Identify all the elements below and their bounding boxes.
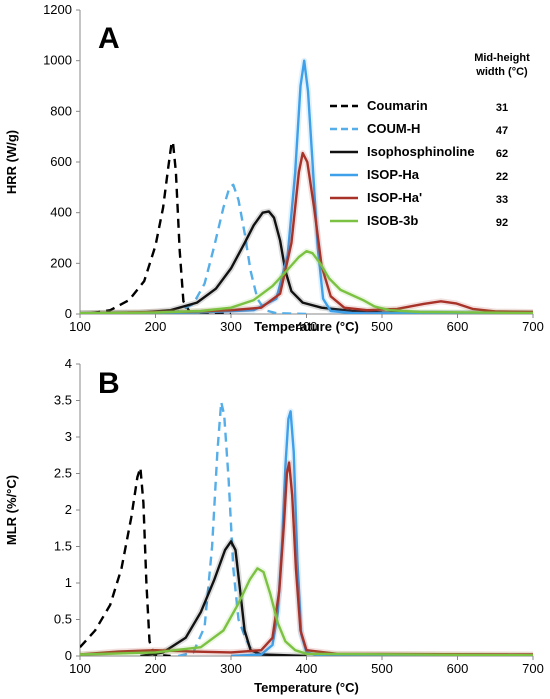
- y-tick-label: 200: [50, 255, 72, 270]
- x-tick-label: 400: [296, 661, 318, 676]
- width-header-line-2: width (°C): [475, 66, 528, 78]
- y-tick-label: 400: [50, 205, 72, 220]
- y-tick-label: 3: [65, 429, 72, 444]
- panel-a: 0 200 400 600 800 1000 1200 100 200 300 400 500 600 7…: [4, 2, 544, 334]
- legend-label-coumarin: Coumarin: [367, 98, 428, 113]
- series-group: [80, 400, 533, 656]
- width-header-line-1: Mid-height: [474, 52, 530, 64]
- mid-height-width-isophosphinoline: 62: [496, 148, 508, 160]
- y-tick-label: 0: [65, 648, 72, 663]
- mid-height-width-isob-3b: 92: [496, 217, 508, 229]
- x-tick-label: 300: [220, 319, 242, 334]
- y-tick-label: 1200: [43, 2, 72, 17]
- series-glow-isop-ha: [80, 150, 533, 314]
- mid-height-width-isop-ha: 33: [496, 194, 508, 206]
- series-line-isob-3b: [80, 250, 533, 314]
- series-glow-isophosphinoline: [80, 208, 533, 314]
- legend-label-coum-h: COUM-H: [367, 121, 420, 136]
- x-tick-label: 500: [371, 319, 393, 334]
- y-tick-label: 0.5: [54, 612, 72, 627]
- series-line-coumarin: [91, 140, 232, 314]
- y-tick-label: 600: [50, 154, 72, 169]
- legend-label-isophosphinoline: Isophosphinoline: [367, 144, 475, 159]
- mid-height-width-coum-h: 47: [496, 125, 508, 137]
- series-glow-isop-ha: [80, 57, 533, 314]
- y-tick-label: 0: [65, 306, 72, 321]
- y-tick-label: 800: [50, 103, 72, 118]
- x-tick-label: 500: [371, 661, 393, 676]
- x-tick-label: 200: [145, 661, 167, 676]
- y-axis-title: MLR (%/°C): [4, 475, 19, 545]
- legend-label-isop-ha: ISOP-Ha: [367, 167, 420, 182]
- legend-label-isop-ha: ISOP-Ha': [367, 190, 422, 205]
- y-tick-label: 1.5: [54, 539, 72, 554]
- series-group: [80, 57, 533, 314]
- y-tick-label: 1: [65, 575, 72, 590]
- panel-label: B: [98, 367, 120, 400]
- y-tick-label: 1000: [43, 53, 72, 68]
- y-tick-label: 4: [65, 356, 72, 371]
- panel-b: 0 0.5 1 1.5 2 2.5 3 3.5 4 100 200 300 400 500 600 700 Te…: [4, 356, 544, 695]
- series-line-coumarin: [80, 466, 171, 656]
- x-tick-label: 600: [447, 661, 469, 676]
- x-tick-label: 300: [220, 661, 242, 676]
- panel-label: A: [98, 22, 120, 55]
- y-tick-label: 3.5: [54, 393, 72, 408]
- x-axis-title: Temperature (°C): [254, 680, 359, 695]
- y-tick-label: 2.5: [54, 466, 72, 481]
- legend-label-isob-3b: ISOB-3b: [367, 213, 418, 228]
- x-tick-label: 200: [145, 319, 167, 334]
- x-tick-label: 600: [447, 319, 469, 334]
- mid-height-width-coumarin: 31: [496, 102, 508, 114]
- y-axis-title: HRR (W/g): [4, 130, 19, 194]
- series-line-isophosphinoline: [80, 210, 533, 314]
- y-tick-label: 2: [65, 502, 72, 517]
- x-tick-label: 700: [522, 319, 544, 334]
- x-axis-title: Temperature (°C): [254, 319, 359, 334]
- series-line-isob-3b: [80, 567, 533, 656]
- series-line-isop-ha: [80, 461, 533, 656]
- x-tick-label: 700: [522, 661, 544, 676]
- x-tick-label: 100: [69, 661, 91, 676]
- series-line-isop-ha: [80, 151, 533, 314]
- legend: Mid-height width (°C) Coumarin 31 COUM-H 47 Is…: [330, 52, 530, 229]
- x-tick-label: 100: [69, 319, 91, 334]
- x-tick-label: 400: [296, 319, 318, 334]
- mid-height-width-isop-ha: 22: [496, 171, 508, 183]
